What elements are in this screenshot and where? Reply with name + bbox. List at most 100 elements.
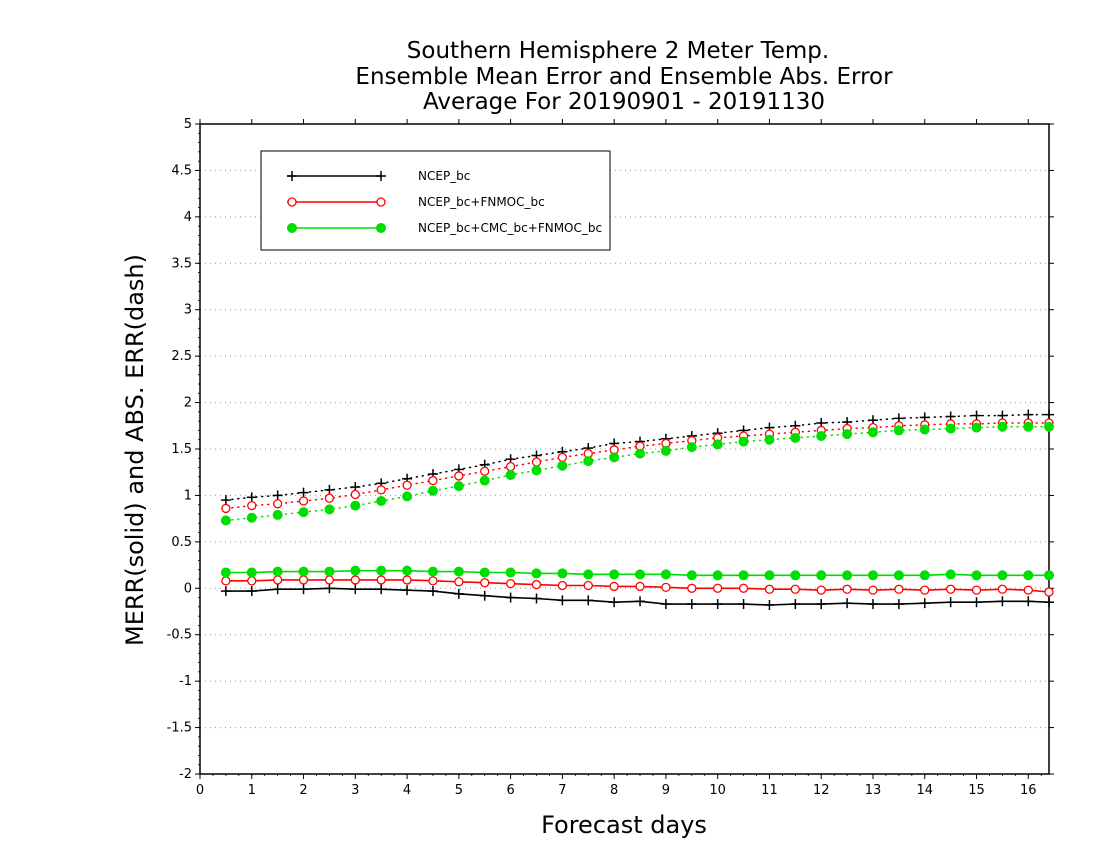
series-0-merr-point-24 <box>842 598 853 609</box>
chart-title-line-3: Average For 20190901 - 20191130 <box>423 89 825 115</box>
series-0-abserr-point-1 <box>246 492 257 503</box>
series-2-abserr-point-21 <box>764 434 775 445</box>
series-1-merr-point-22 <box>790 584 800 594</box>
legend-marker-end-2 <box>376 223 386 233</box>
series-2-abserr-point-14 <box>583 456 594 467</box>
series-2-merr-point-10 <box>479 567 490 578</box>
series-0-merr-point-2 <box>272 584 283 595</box>
y-tick-label-0: -2 <box>179 767 192 782</box>
series-2-abserr-point-23 <box>816 431 827 441</box>
series-0-merr-point-32 <box>1044 597 1054 608</box>
legend: NCEP_bc NCEP_bc+FNMOC_bc NCEP_bc+CMC_bc+FN… <box>260 150 611 251</box>
series-0-merr-point-17 <box>660 599 671 610</box>
series-0-merr-point-15 <box>609 597 620 608</box>
x-tick-label-3: 3 <box>351 783 359 798</box>
series-1-merr-point-29 <box>971 585 982 595</box>
series-0-merr-point-25 <box>867 599 878 610</box>
series-1-abserr-point-2 <box>273 499 283 509</box>
series-2-abserr-point-26 <box>893 425 904 436</box>
series-2-abserr-point-17 <box>660 445 671 456</box>
x-tick-label-10: 10 <box>709 783 726 798</box>
series-2-merr-point-15 <box>609 569 620 580</box>
series-2-abserr-point-3 <box>298 507 309 518</box>
series-2-merr-point-13 <box>557 568 568 579</box>
series-2-abserr-point-25 <box>867 427 878 438</box>
y-tick-label-2: -1 <box>179 674 192 689</box>
y-tick-label-9: 2.5 <box>171 349 192 364</box>
series-2-merr-point-17 <box>660 569 671 580</box>
series-0-merr-point-19 <box>712 599 723 610</box>
series-1-abserr-point-9 <box>454 471 464 481</box>
x-tick-label-6: 6 <box>506 783 514 798</box>
x-tick-label-4: 4 <box>403 783 411 798</box>
series-2-abserr-point-16 <box>635 448 646 459</box>
series-1-abserr-point-10 <box>480 466 490 476</box>
series-2-abserr-point-12 <box>531 465 542 476</box>
series-1-merr-point-23 <box>816 585 826 595</box>
series-0-merr-point-20 <box>738 599 749 610</box>
legend-label-0: NCEP_bc <box>418 169 470 183</box>
series-0-merr-point-21 <box>764 600 775 610</box>
y-axis-label: MERR(solid) and ABS. ERR(dash) <box>121 254 149 646</box>
series-0-merr-point-12 <box>531 593 542 604</box>
series-1-abserr-line <box>225 422 1050 510</box>
series-1-abserr-point-3 <box>298 496 309 506</box>
series-1-merr-point-24 <box>842 584 852 594</box>
series-2-merr-point-8 <box>427 566 438 577</box>
series-1-merr-point-17 <box>661 582 671 593</box>
series-2-abserr-point-24 <box>842 429 853 440</box>
series-0-abserr-line <box>225 413 1050 501</box>
y-tick-label-8: 2 <box>184 396 192 411</box>
series-2-merr-point-32 <box>1044 570 1054 581</box>
series-1-merr-point-6 <box>376 575 386 585</box>
series-1-merr-point-19 <box>713 583 723 593</box>
series-0-merr-point-4 <box>324 583 335 594</box>
y-tick-label-13: 4.5 <box>171 163 192 178</box>
series-0-abserr-point-32 <box>1044 409 1054 420</box>
series-2-merr-point-2 <box>272 566 283 577</box>
series-0-merr-point-5 <box>350 584 361 595</box>
series-0-merr-point-14 <box>583 595 594 606</box>
series-0-merr-point-6 <box>376 584 387 595</box>
y-tick-label-3: -0.5 <box>167 628 192 643</box>
series-1-abserr-point-8 <box>428 475 438 486</box>
legend-marker-start-2 <box>287 223 297 233</box>
series-2-abserr-point-22 <box>790 432 801 443</box>
series-0-merr-point-13 <box>557 595 568 606</box>
series-2-abserr-point-9 <box>453 481 464 492</box>
series-0-merr-point-0 <box>220 586 231 597</box>
series-1-merr-point-4 <box>324 575 335 585</box>
series-1-merr-point-32 <box>1044 587 1054 597</box>
x-tick-label-14: 14 <box>916 783 933 798</box>
series-0-merr-point-28 <box>945 597 956 608</box>
series-1-merr-point-21 <box>764 584 775 594</box>
series-2-abserr-point-29 <box>971 422 982 433</box>
y-tick-label-12: 4 <box>184 210 192 225</box>
series-0-merr-point-16 <box>635 596 646 607</box>
series-2-abserr-point-4 <box>324 504 335 515</box>
x-tick-label-12: 12 <box>813 783 830 798</box>
series-0-merr-point-22 <box>790 599 801 610</box>
series-2-abserr-point-27 <box>919 424 930 435</box>
y-tick-label-11: 3.5 <box>171 256 192 271</box>
series-2-abserr-point-8 <box>427 485 438 496</box>
series-2-abserr-point-2 <box>272 509 283 520</box>
series-1-abserr-point-6 <box>376 485 386 495</box>
series-1-merr-point-27 <box>920 585 930 595</box>
series-1-abserr-point-1 <box>247 500 257 511</box>
x-tick-label-8: 8 <box>610 783 618 798</box>
x-tick-label-5: 5 <box>455 783 463 798</box>
series-1-abserr-point-7 <box>402 480 412 490</box>
x-tick-label-9: 9 <box>662 783 670 798</box>
series-1-merr-point-11 <box>505 578 516 589</box>
y-tick-label-7: 1.5 <box>171 442 192 457</box>
series-0-abserr-point-3 <box>298 487 309 498</box>
series-1-merr-point-5 <box>350 575 360 585</box>
series-1-merr-point-28 <box>945 584 956 594</box>
y-tick-label-1: -1.5 <box>167 721 192 736</box>
y-tick-label-4: 0 <box>184 581 192 596</box>
series-2-merr-point-12 <box>531 568 542 579</box>
series-2-abserr-point-13 <box>557 460 568 471</box>
series-2-merr-point-16 <box>635 569 646 580</box>
series-1-merr-point-12 <box>531 579 542 590</box>
